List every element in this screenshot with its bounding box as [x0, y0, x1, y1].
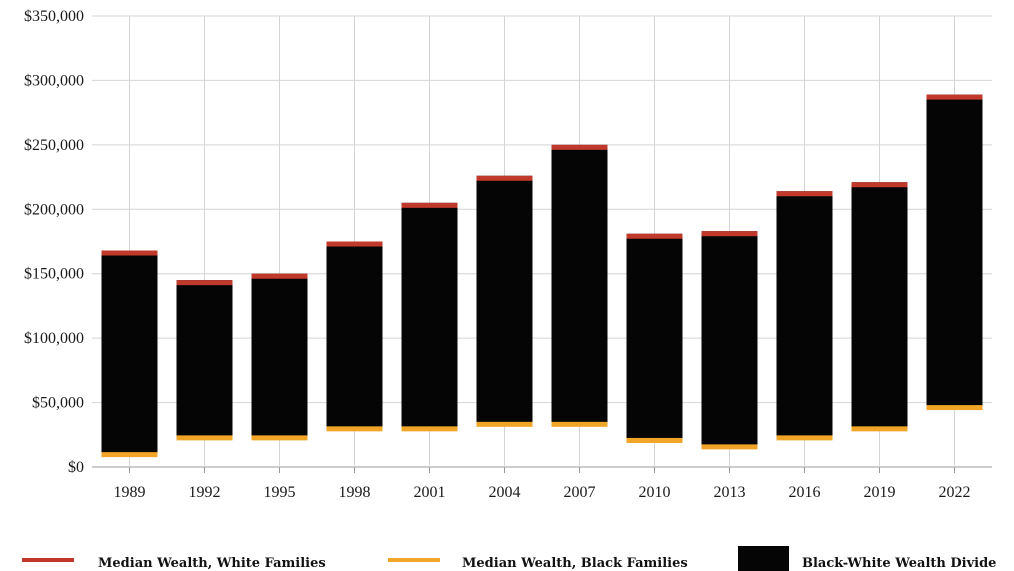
x-tick-label-2007: 2007 — [564, 484, 596, 501]
bar-white-median-1995 — [251, 273, 308, 279]
x-tick-label-2001: 2001 — [414, 484, 446, 501]
bar-white-median-1989 — [101, 250, 158, 256]
bar-black-median-2007 — [551, 421, 608, 427]
bar-white-median-2007 — [551, 144, 608, 150]
y-tick-label: $200,000 — [24, 201, 84, 218]
legend-label-black: Median Wealth, Black Families — [462, 556, 688, 571]
y-tick-label: $50,000 — [32, 395, 84, 412]
bar-black-median-2001 — [401, 426, 458, 432]
bar-divide-1989 — [101, 250, 158, 455]
bar-black-median-2010 — [626, 437, 683, 443]
bar-divide-1998 — [326, 241, 383, 429]
y-tick-label: $150,000 — [24, 266, 84, 283]
bar-black-median-2013 — [701, 444, 758, 450]
bar-divide-2004 — [476, 175, 533, 424]
x-tick-label-2016: 2016 — [789, 484, 821, 501]
y-tick-label: $250,000 — [24, 137, 84, 154]
y-axis-ticks: $0 $50,000 $100,000 $150,000 $200,000 $250,00… — [24, 8, 84, 476]
bar-black-median-1998 — [326, 426, 383, 432]
y-tick-label: $0 — [68, 459, 84, 476]
bar-divide-2019 — [851, 182, 908, 429]
bar-black-median-2022 — [926, 405, 983, 411]
bar-divide-2022 — [926, 94, 983, 408]
x-tick-label-1992: 1992 — [189, 484, 221, 501]
bar-white-median-2004 — [476, 175, 533, 181]
bar-black-median-2016 — [776, 435, 833, 441]
bar-white-median-2022 — [926, 94, 983, 100]
y-tick-label: $350,000 — [24, 8, 84, 25]
bar-white-median-1992 — [176, 280, 233, 286]
bar-black-median-1989 — [101, 452, 158, 458]
bar-black-median-1995 — [251, 435, 308, 441]
y-tick-label: $300,000 — [24, 72, 84, 89]
legend: Median Wealth, White Families Median Wea… — [22, 546, 996, 571]
legend-label-white: Median Wealth, White Families — [98, 556, 326, 571]
x-tick-label-2019: 2019 — [864, 484, 896, 501]
bar-black-median-2004 — [476, 421, 533, 427]
bar-divide-2001 — [401, 202, 458, 429]
y-tick-label: $100,000 — [24, 330, 84, 347]
bars — [101, 94, 983, 458]
bar-white-median-2019 — [851, 182, 908, 188]
legend-label-divide: Black-White Wealth Divide — [802, 556, 996, 571]
bar-divide-2016 — [776, 191, 833, 438]
x-tick-label-2010: 2010 — [639, 484, 671, 501]
bar-divide-2010 — [626, 233, 683, 440]
bar-white-median-2001 — [401, 202, 458, 208]
x-axis-ticks: 1989 1992 1995 1998 2001 2004 2007 2010 2013 2016… — [114, 467, 971, 501]
bar-divide-2013 — [701, 231, 758, 447]
x-tick-label-2013: 2013 — [714, 484, 746, 501]
x-tick-label-2022: 2022 — [939, 484, 971, 501]
bar-white-median-1998 — [326, 241, 383, 247]
x-tick-label-2004: 2004 — [489, 484, 521, 501]
x-tick-label-1995: 1995 — [264, 484, 296, 501]
x-tick-label-1998: 1998 — [339, 484, 371, 501]
bar-black-median-1992 — [176, 435, 233, 441]
legend-swatch-divide — [738, 546, 789, 571]
bar-white-median-2016 — [776, 191, 833, 197]
bar-white-median-2013 — [701, 231, 758, 237]
bar-black-median-2019 — [851, 426, 908, 432]
bar-divide-1995 — [251, 273, 308, 438]
x-tick-label-1989: 1989 — [114, 484, 146, 501]
bar-white-median-2010 — [626, 233, 683, 239]
bar-divide-1992 — [176, 280, 233, 438]
bar-divide-2007 — [551, 144, 608, 424]
